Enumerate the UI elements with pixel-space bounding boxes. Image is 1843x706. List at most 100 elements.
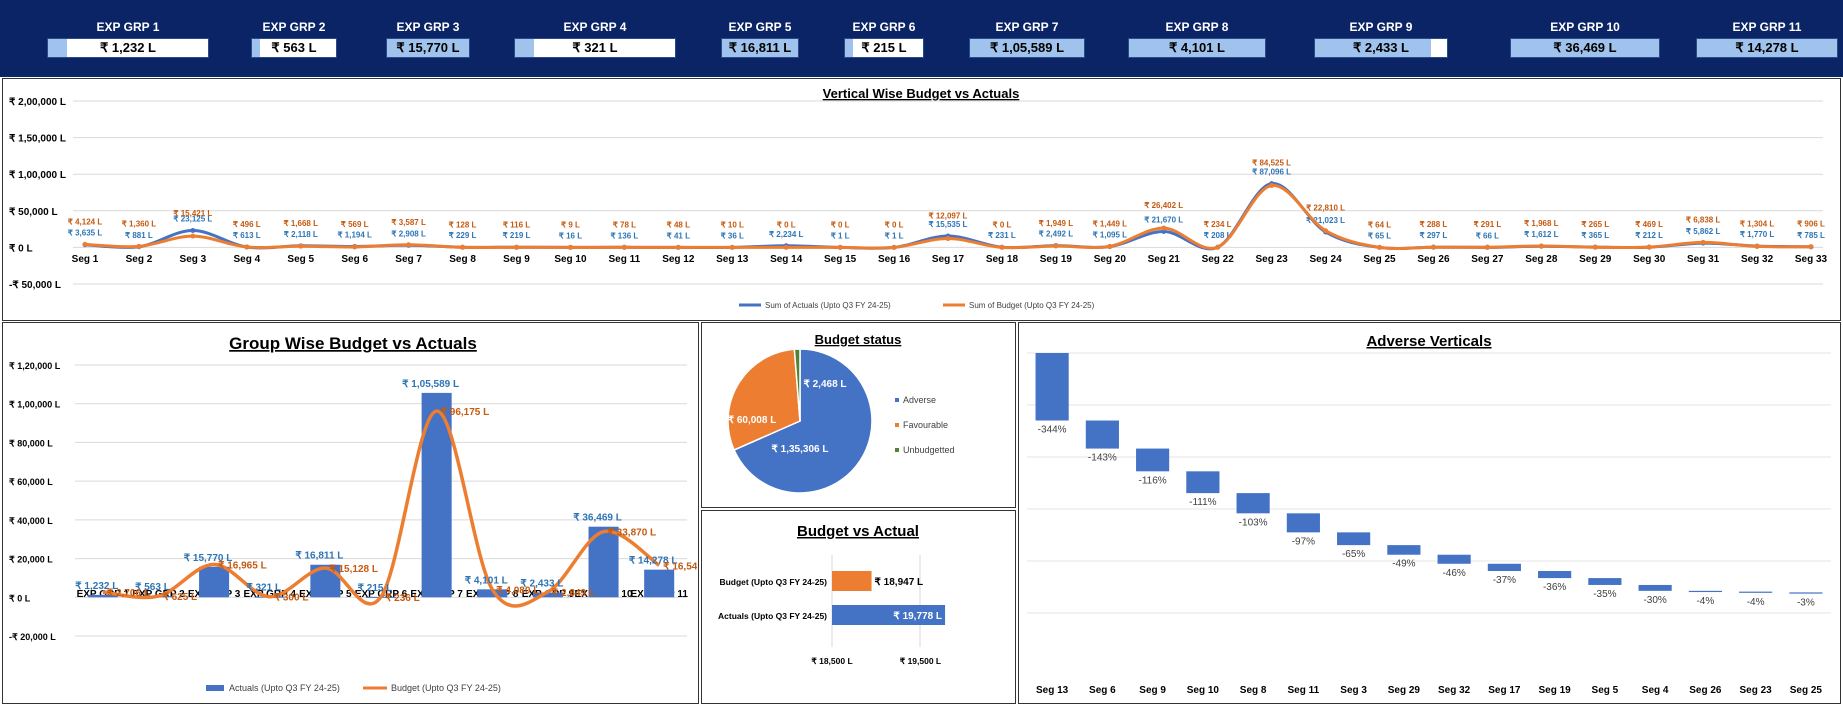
data-label: ₹ 469 L: [1635, 220, 1663, 229]
x-tick-label: Seg 23: [1740, 685, 1773, 696]
data-point: [621, 244, 627, 250]
legend-label: Sum of Budget (Upto Q3 FY 24-25): [969, 301, 1095, 310]
data-point: [1377, 244, 1382, 250]
bar: [1638, 584, 1672, 591]
kpi-value-box: ₹ 563 L: [251, 38, 337, 58]
data-label: ₹ 84,525 L: [1252, 159, 1291, 168]
x-tick-label: Seg 10: [1187, 685, 1220, 696]
x-tick-label: Seg 30: [1633, 254, 1666, 265]
y-tick-label: ₹ 20,000 L: [9, 555, 53, 565]
kpi-group: EXP GRP 7 ₹ 1,05,589 L: [969, 20, 1085, 58]
legend-label: Budget (Upto Q3 FY 24-25): [391, 683, 501, 693]
data-label: ₹ 87,096 L: [1252, 168, 1291, 177]
data-label: ₹ 1,449 L: [1093, 219, 1128, 228]
y-tick-label: ₹ 40,000 L: [9, 516, 53, 526]
bar: [1136, 448, 1170, 472]
x-tick-label: ₹ 18,500 L: [811, 656, 852, 666]
data-point: [352, 244, 358, 250]
kpi-label: EXP GRP 2: [262, 20, 326, 34]
bva-chart: Budget vs Actual Budget (Upto Q3 FY 24-25…: [718, 523, 946, 666]
x-tick-label: Seg 10: [554, 254, 587, 265]
data-label: ₹ 48 L: [667, 220, 690, 229]
data-label: ₹ 1,304 L: [1740, 219, 1775, 228]
kpi-value-box: ₹ 1,05,589 L: [969, 38, 1085, 58]
y-tick-label: ₹ 1,00,000 L: [9, 170, 66, 181]
x-tick-label: Seg 29: [1579, 254, 1612, 265]
kpi-group: EXP GRP 3 ₹ 15,770 L: [386, 20, 470, 58]
kpi-group: EXP GRP 2 ₹ 563 L: [251, 20, 337, 58]
kpi-databar: [1315, 39, 1432, 57]
kpi-databar: [515, 39, 535, 57]
x-tick-label: Seg 17: [932, 254, 965, 265]
x-tick-label: Seg 27: [1471, 254, 1504, 265]
data-label: ₹ 219 L: [503, 231, 531, 240]
kpi-bar: EXP GRP 1 ₹ 1,232 L EXP GRP 2 ₹ 563 L EXP GR…: [0, 0, 1843, 77]
data-label: ₹ 16,543 L: [663, 561, 697, 572]
data-label: ₹ 22,810 L: [1306, 204, 1345, 213]
data-label: ₹ 236 L: [385, 593, 420, 604]
data-label: ₹ 26,402 L: [1144, 201, 1183, 210]
data-label: ₹ 15,128 L: [329, 564, 378, 575]
x-tick-label: Seg 4: [1642, 685, 1669, 696]
data-label: -103%: [1239, 517, 1268, 528]
data-label: ₹ 21,023 L: [1306, 216, 1345, 225]
data-label: ₹ 229 L: [449, 231, 477, 240]
data-label: ₹ 128 L: [449, 220, 477, 229]
kpi-value: ₹ 14,278 L: [1735, 40, 1799, 55]
kpi-label: EXP GRP 6: [852, 20, 916, 34]
x-tick-label: Seg 22: [1202, 254, 1235, 265]
x-tick-label: Seg 17: [1488, 685, 1521, 696]
kpi-value: ₹ 215 L: [861, 40, 907, 55]
y-tick-label: ₹ 60,000 L: [9, 477, 53, 487]
data-label: ₹ 10 L: [721, 220, 744, 229]
x-tick-label: Seg 32: [1438, 685, 1471, 696]
data-label: ₹ 12,097 L: [929, 212, 968, 221]
data-label: ₹ 65 L: [1368, 231, 1391, 240]
series-line: [84, 183, 1812, 251]
data-label: ₹ 208 L: [1204, 231, 1232, 240]
x-tick-label: ₹ 19,500 L: [900, 656, 941, 666]
y-tick-label: ₹ 2,00,000 L: [9, 97, 66, 108]
legend-label: Sum of Actuals (Upto Q3 FY 24-25): [765, 301, 891, 310]
data-point: [1808, 244, 1814, 250]
data-label: ₹ 625 L: [162, 592, 197, 603]
data-label: ₹ 36,469 L: [573, 513, 622, 524]
data-point: [837, 244, 843, 250]
kpi-value-box: ₹ 321 L: [514, 38, 676, 58]
data-label: ₹ 569 L: [341, 220, 369, 229]
x-tick-label: Seg 26: [1689, 685, 1722, 696]
x-tick-label: Seg 11: [1288, 685, 1320, 696]
kpi-label: EXP GRP 3: [396, 20, 460, 34]
data-label: -4%: [1696, 596, 1714, 607]
data-label: ₹ 2,706 L: [107, 588, 150, 599]
kpi-value: ₹ 321 L: [572, 40, 618, 55]
y-tick-label: ₹ 50,000 L: [9, 207, 58, 218]
data-label: -143%: [1088, 453, 1117, 464]
data-point: [1107, 243, 1113, 249]
data-label: -35%: [1593, 589, 1616, 600]
bar: [1236, 493, 1270, 514]
data-label: ₹ 215 L: [358, 583, 393, 594]
group-chart: Group Wise Budget vs Actuals -₹ 20,000 L ₹…: [9, 334, 697, 693]
y-tick-label: ₹ 1,50,000 L: [9, 134, 66, 145]
data-label: ₹ 2,118 L: [284, 230, 318, 239]
data-label: -49%: [1392, 559, 1415, 570]
bar: [199, 566, 230, 598]
data-label: ₹ 15,421 L: [173, 209, 212, 218]
data-label: ₹ 291 L: [1473, 220, 1501, 229]
data-label: ₹ 96,175 L: [441, 407, 490, 418]
x-tick-label: Seg 12: [662, 254, 695, 265]
data-label: ₹ 3,587 L: [391, 218, 426, 227]
data-point: [460, 244, 466, 250]
kpi-group: EXP GRP 9 ₹ 2,433 L: [1314, 20, 1448, 58]
data-label: ₹ 297 L: [1420, 231, 1448, 240]
data-label: ₹ 3,635 L: [68, 229, 103, 238]
kpi-value: ₹ 16,811 L: [728, 40, 792, 55]
series-line: [102, 409, 661, 608]
x-tick-label: Seg 15: [824, 254, 857, 265]
x-tick-label: Seg 1: [72, 254, 99, 265]
data-label: ₹ 265 L: [1581, 220, 1609, 229]
bar: [1286, 513, 1320, 533]
data-label: ₹ 288 L: [1420, 220, 1448, 229]
data-label: ₹ 0 L: [777, 220, 796, 229]
